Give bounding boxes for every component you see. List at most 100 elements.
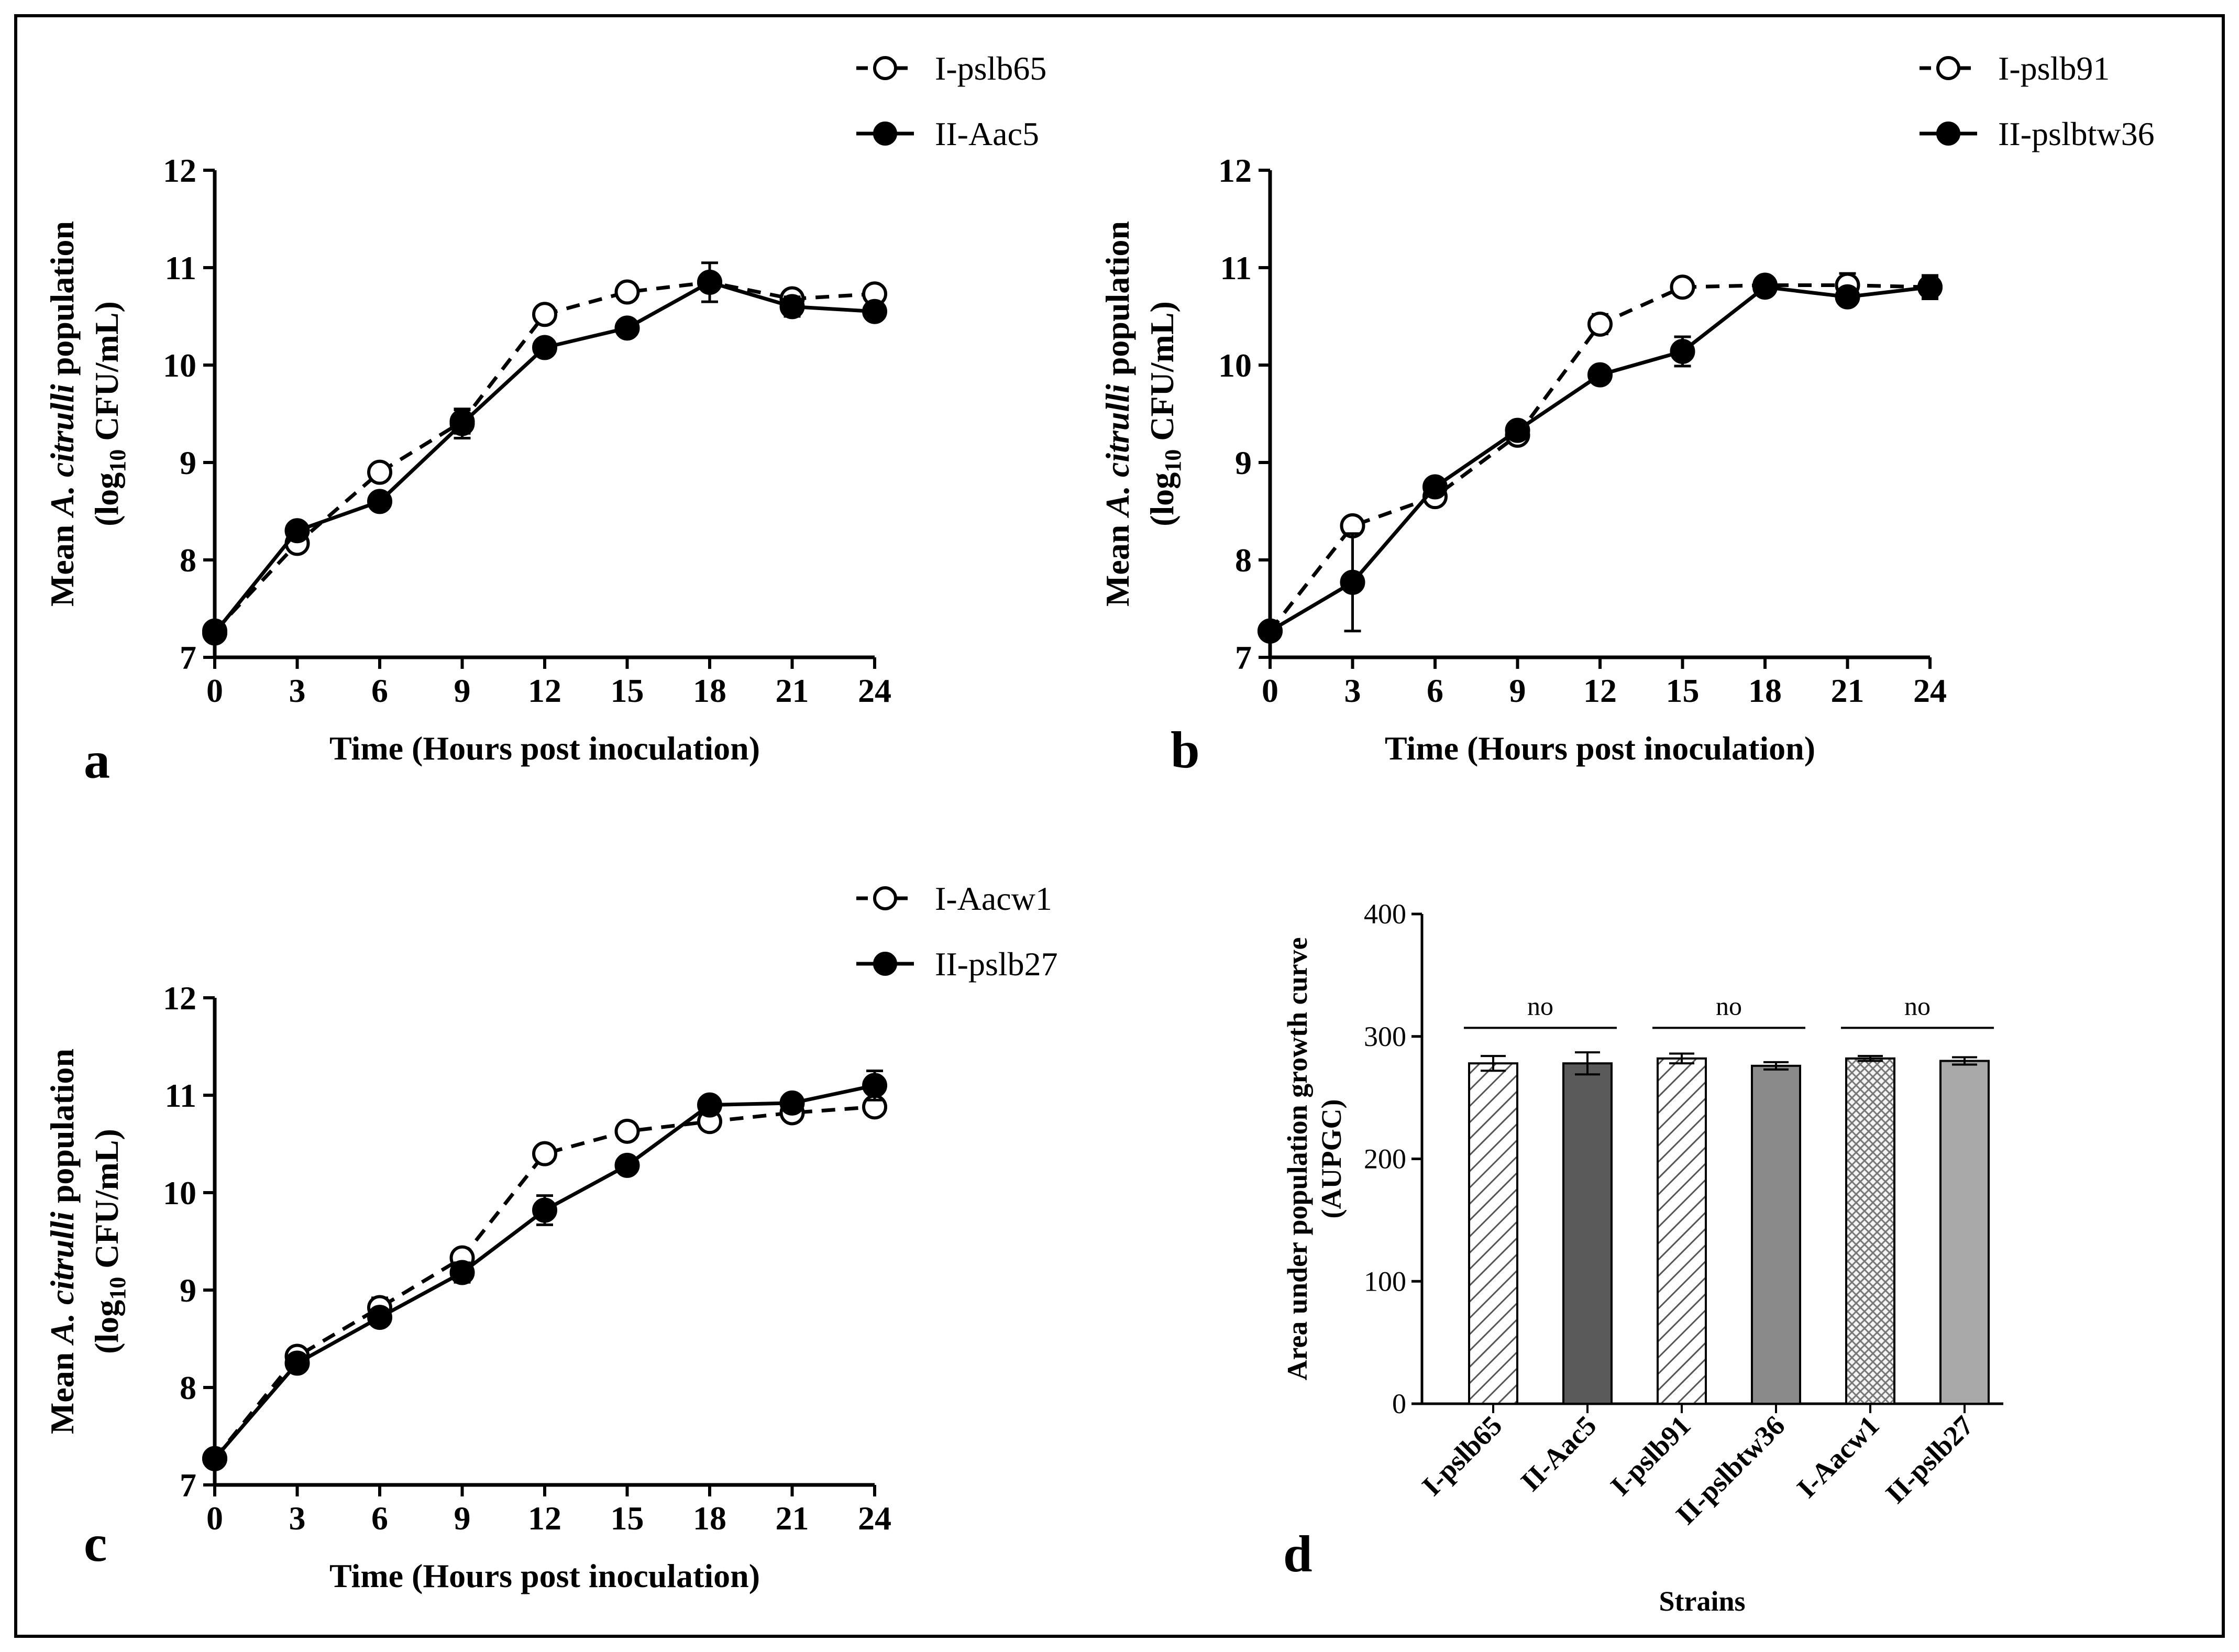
y-tick-label: 200 (1364, 1143, 1406, 1175)
data-point-I-pslb91 (1587, 311, 1613, 337)
x-axis-title: Time (Hours post inoculation) (329, 1557, 760, 1594)
x-tick-label: 15 (611, 1500, 644, 1537)
x-tick-label: 12 (1583, 672, 1617, 709)
y-axis-unit: (AUPGC) (1316, 1099, 1347, 1219)
data-point-II-pslb27 (697, 1092, 722, 1118)
x-tick-label: 0 (206, 672, 223, 709)
data-point-II-pslbtw36 (1505, 417, 1530, 443)
x-tick-label: 0 (1262, 672, 1278, 709)
x-tick-label: 18 (693, 672, 726, 709)
legend-entry: I-pslb91 (1998, 50, 2110, 87)
legend-entry: I-pslb65 (935, 50, 1046, 87)
y-axis-unit-part: 10 (1160, 449, 1186, 472)
y-axis-unit: (log10 CFU/mL) (88, 1129, 130, 1354)
data-point-II-pslb27 (449, 1260, 475, 1285)
x-tick-label: 21 (776, 1500, 809, 1537)
y-axis-title-part: population (43, 1049, 81, 1212)
legend-marker (873, 122, 897, 146)
y-tick-label: 0 (1392, 1388, 1406, 1419)
y-tick-label: 11 (165, 1077, 196, 1114)
x-axis-title: Strains (1659, 1585, 1745, 1617)
data-point-II-Aac5 (779, 294, 805, 320)
bar-II-pslbtw36 (1751, 1064, 1801, 1405)
y-tick-label: 100 (1364, 1265, 1406, 1297)
y-tick-label: 11 (165, 249, 196, 287)
x-axis-title: Time (Hours post inoculation) (1385, 730, 1815, 767)
y-tick-label: 7 (1235, 639, 1252, 676)
data-point-II-Aac5 (532, 335, 557, 360)
bar-II-Aac5 (1562, 1062, 1613, 1405)
data-point-II-pslbtw36 (1917, 274, 1943, 300)
y-axis-unit-part: (log (88, 472, 125, 526)
x-tick-label: 24 (858, 672, 891, 709)
data-point-II-pslbtw36 (1670, 338, 1695, 364)
y-axis-unit: (log10 CFU/mL) (88, 301, 130, 526)
data-point-II-pslbtw36 (1835, 284, 1860, 310)
panel-letter: a (84, 731, 110, 789)
data-point-II-pslbtw36 (1258, 618, 1283, 644)
y-axis-title-part: A. citrulli (43, 1212, 81, 1346)
y-tick-label: 8 (180, 542, 196, 579)
legend-entry: II-pslbtw36 (1998, 115, 2155, 152)
legend-marker (873, 56, 897, 80)
y-axis-title-part: A. citrulli (1099, 384, 1136, 519)
y-tick-label: 9 (180, 444, 196, 481)
y-axis-title-part: population (1099, 221, 1136, 384)
y-axis-title: Mean A. citrulli population (43, 1049, 81, 1434)
x-tick-label: 18 (693, 1500, 726, 1537)
x-tick-label: 3 (289, 1500, 306, 1537)
y-axis-title-part: Mean (43, 1344, 81, 1434)
data-point-II-Aac5 (449, 411, 475, 436)
x-tick-label: 18 (1748, 672, 1782, 709)
y-axis-title-part: Mean (1099, 516, 1136, 607)
significance-label: no (1904, 991, 1931, 1020)
data-point-I-Aacw1 (532, 1141, 557, 1166)
panel-letter: c (84, 1514, 107, 1572)
y-axis-title-part: A. citrulli (43, 384, 81, 519)
x-tick-label: 3 (1344, 672, 1361, 709)
data-point-II-pslb27 (532, 1197, 557, 1223)
y-axis-unit-part: 10 (105, 1277, 130, 1300)
significance-label: no (1716, 991, 1742, 1020)
data-point-II-pslbtw36 (1752, 274, 1778, 300)
panel-letter: d (1283, 1525, 1312, 1583)
y-axis-title: Mean A. citrulli population (1099, 221, 1136, 607)
x-tick-label: 9 (454, 672, 471, 709)
x-tick-label: 12 (528, 1500, 561, 1537)
data-point-II-pslb27 (862, 1073, 887, 1098)
panel-b: 0 3 6 9 12 15 18 21 24 7 8 9 10 11 12 Time (Hours post … (1099, 50, 2155, 779)
data-point-II-pslbtw36 (1422, 474, 1448, 500)
y-tick-label: 7 (180, 1467, 196, 1504)
y-tick-label: 8 (1235, 542, 1252, 579)
x-tick-label: 15 (611, 672, 644, 709)
data-point-II-Aac5 (614, 315, 640, 341)
series-line-I-Aacw1 (213, 1105, 875, 1460)
y-axis-unit-part: (log (88, 1300, 125, 1354)
y-tick-label: 300 (1364, 1021, 1406, 1052)
bar-I-pslb91 (1657, 1057, 1707, 1405)
x-tick-label: 15 (1666, 672, 1700, 709)
bar-II-pslb27 (1939, 1060, 1990, 1405)
x-tick-label: 21 (1831, 672, 1865, 709)
y-tick-label: 12 (163, 152, 196, 189)
data-point-II-Aac5 (367, 489, 392, 514)
data-point-II-Aac5 (697, 269, 722, 295)
data-point-II-pslbtw36 (1340, 569, 1365, 595)
panel-letter: b (1171, 721, 1200, 779)
data-point-II-pslb27 (779, 1090, 805, 1116)
data-point-II-Aac5 (284, 518, 310, 544)
y-axis-unit-part: CFU/mL) (1143, 301, 1181, 449)
data-point-II-Aac5 (862, 299, 887, 324)
y-axis-unit: (log10 CFU/mL) (1143, 301, 1186, 526)
legend-marker (873, 952, 897, 976)
bar-I-pslb65 (1468, 1062, 1518, 1405)
y-axis-title: Mean A. citrulli population (43, 221, 81, 607)
data-point-II-pslb27 (367, 1305, 392, 1330)
x-tick-label: 9 (454, 1500, 471, 1537)
y-tick-label: 8 (180, 1369, 196, 1406)
y-tick-label: 9 (180, 1272, 196, 1309)
data-point-II-pslbtw36 (1587, 362, 1613, 388)
x-tick-label: 6 (371, 672, 388, 709)
data-point-I-pslb65 (614, 279, 640, 305)
